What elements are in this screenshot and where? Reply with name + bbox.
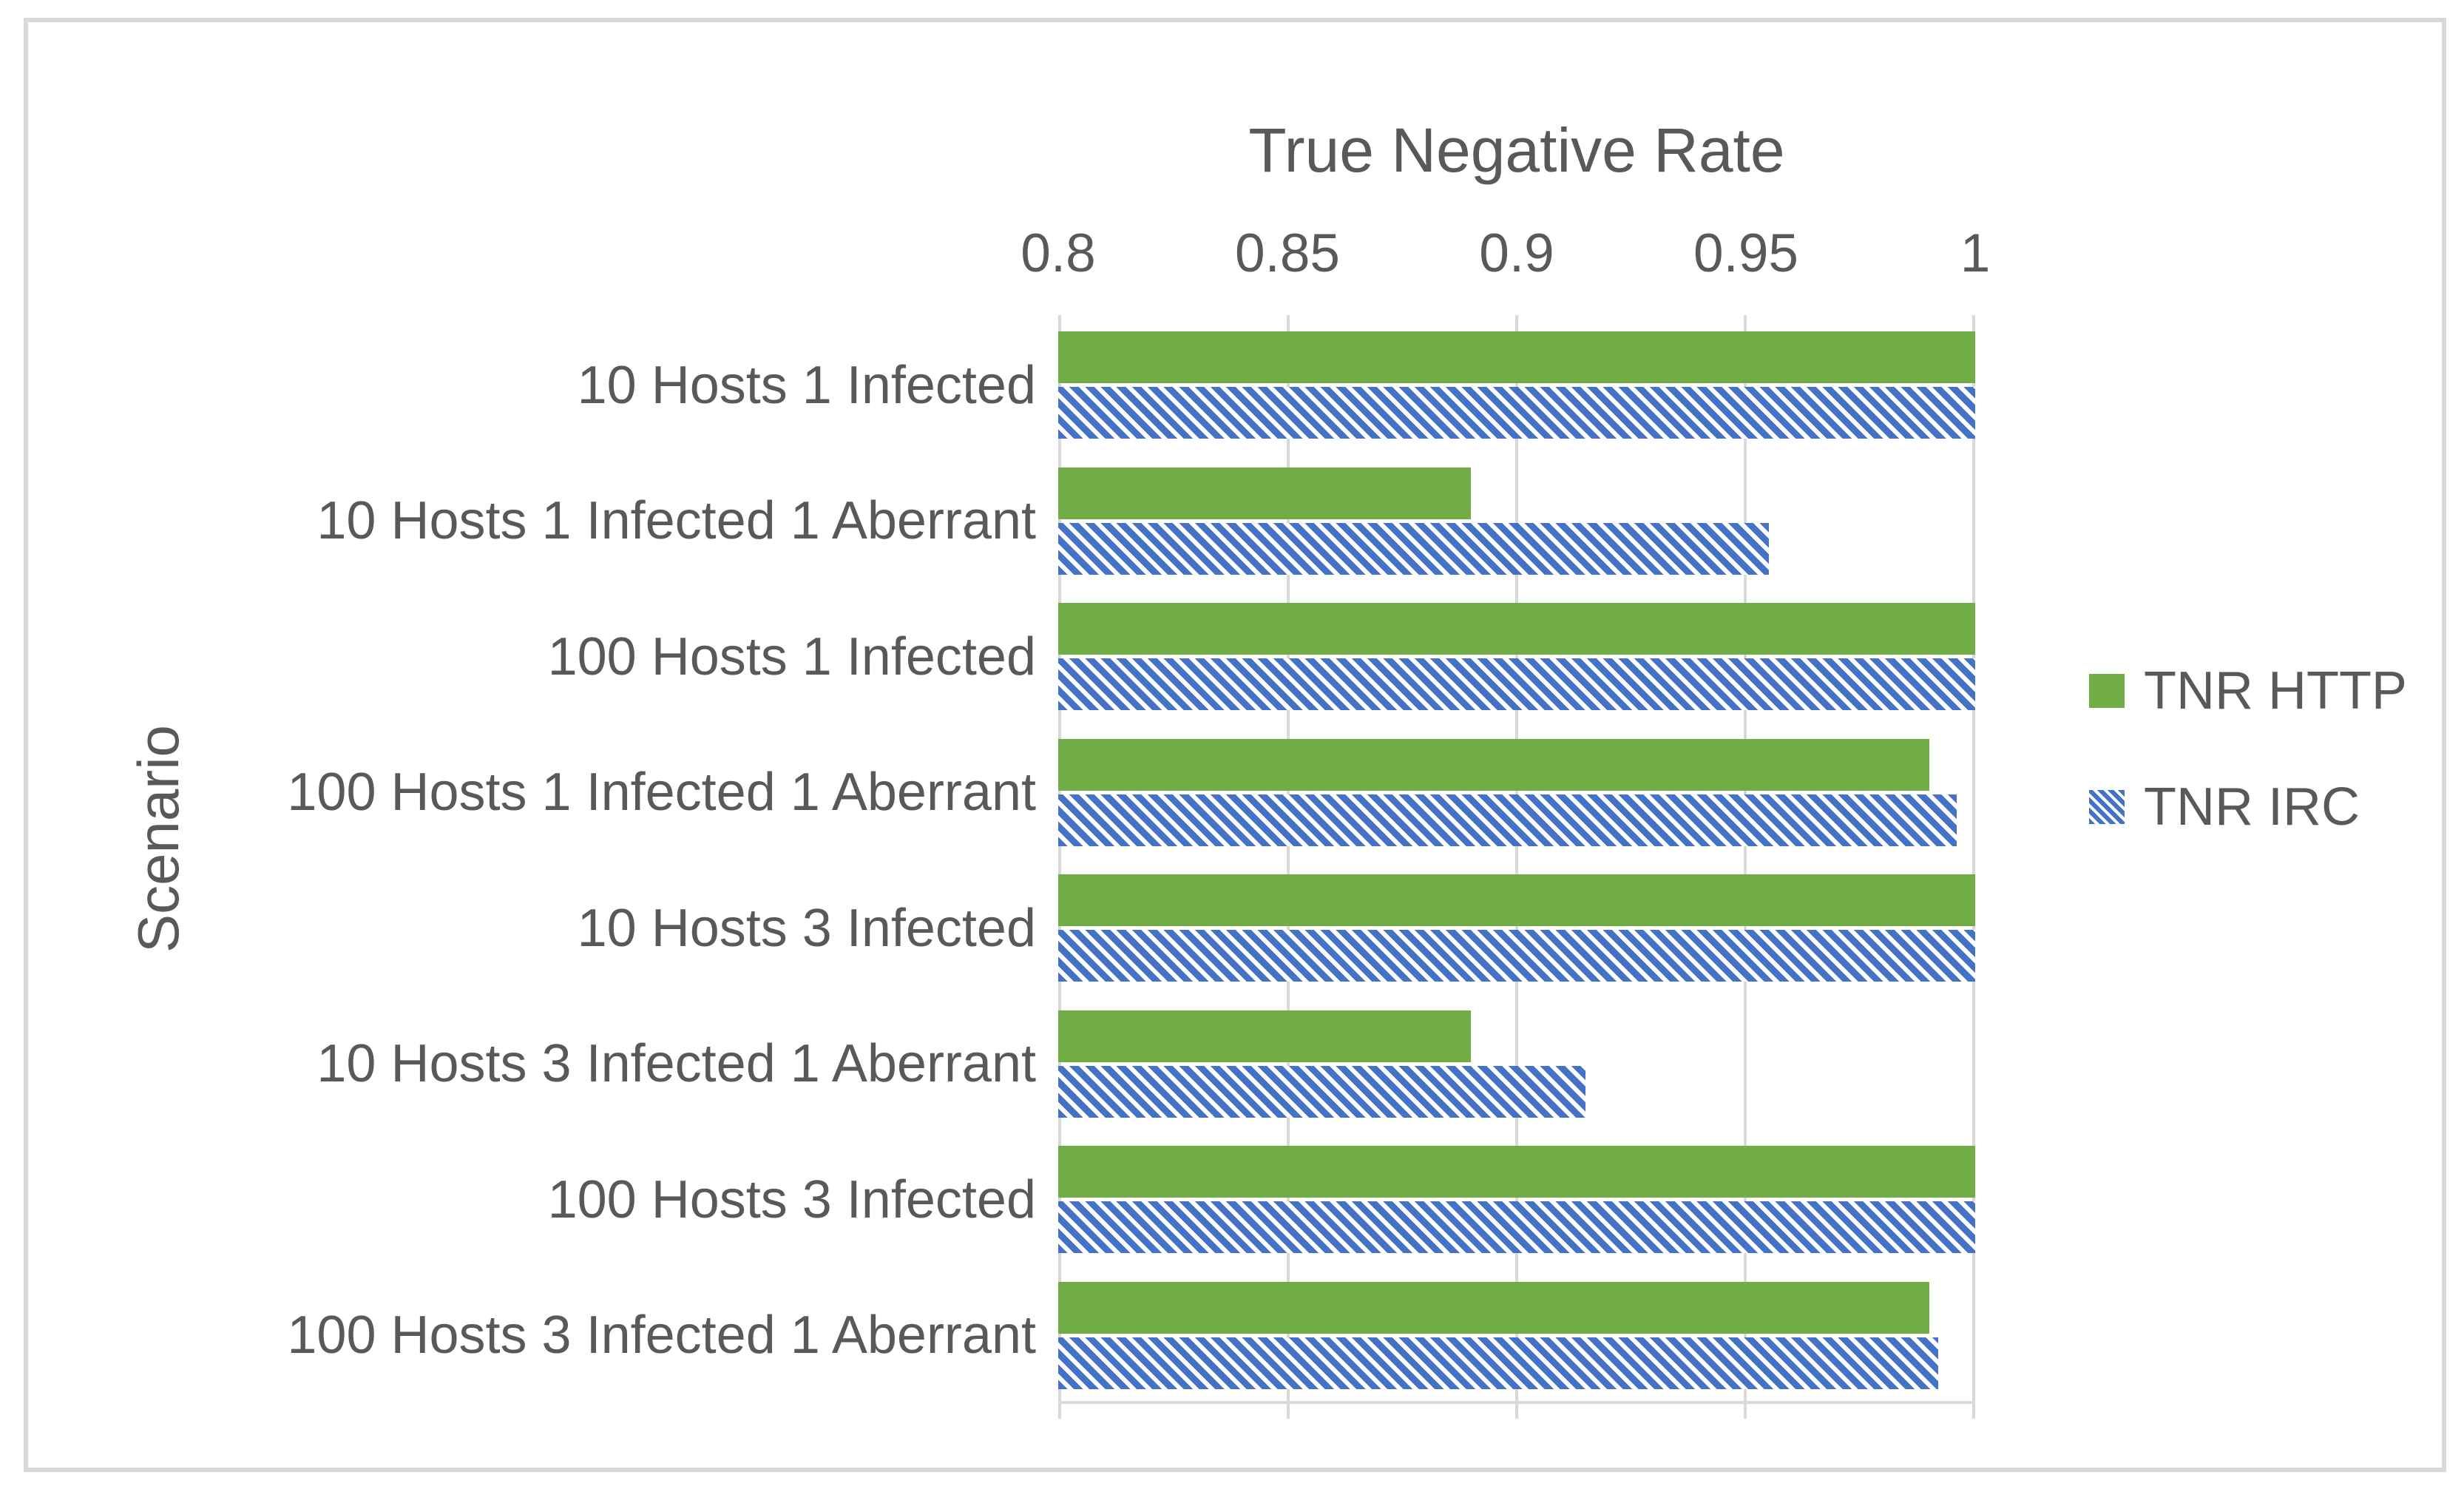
x-tick-label-1: 1 [1960,223,1991,283]
bar-tnr-http-2 [1058,603,1975,655]
legend-label: TNR HTTP [2144,661,2407,720]
bar-tnr-irc-7 [1058,1337,1938,1389]
legend-swatch-tnr-irc [2089,790,2125,824]
gridline-x-0.9 [1515,315,1518,1401]
bar-tnr-irc-0 [1058,387,1975,439]
category-label-7: 100 Hosts 3 Infected 1 Aberrant [287,1306,1036,1365]
category-label-1: 10 Hosts 1 Infected 1 Aberrant [317,491,1036,550]
bar-tnr-http-7 [1058,1282,1929,1334]
legend-swatch-tnr-http [2089,674,2125,708]
bar-tnr-irc-2 [1058,658,1975,710]
chart-title: True Negative Rate [1248,115,1785,185]
bar-tnr-irc-1 [1058,523,1769,575]
legend-label: TNR IRC [2144,777,2360,837]
legend-entry-tnr-http: TNR HTTP [2089,655,2407,726]
category-label-6: 100 Hosts 3 Infected [547,1170,1036,1229]
gridline-x-0.85 [1287,315,1290,1401]
gridline-x-1 [1972,315,1975,1401]
legend-entry-tnr-irc: TNR IRC [2089,772,2360,843]
tick-mark-x-0.8 [1058,1401,1061,1419]
bar-tnr-http-6 [1058,1146,1975,1198]
category-label-2: 100 Hosts 1 Infected [547,627,1036,686]
bar-tnr-http-0 [1058,331,1975,383]
tick-mark-x-1 [1972,1401,1975,1419]
plot-area [1058,315,1975,1419]
category-label-4: 10 Hosts 3 Infected [577,899,1036,958]
gridline-x-0.8 [1058,315,1061,1401]
x-tick-label-0.95: 0.95 [1693,223,1799,283]
bar-tnr-http-5 [1058,1010,1471,1062]
category-label-5: 10 Hosts 3 Infected 1 Aberrant [317,1034,1036,1093]
x-tick-label-0.8: 0.8 [1021,223,1096,283]
bar-tnr-irc-6 [1058,1201,1975,1253]
x-tick-label-0.85: 0.85 [1234,223,1341,283]
bar-tnr-http-3 [1058,739,1929,791]
tick-mark-x-0.85 [1287,1401,1290,1419]
bar-tnr-irc-5 [1058,1066,1585,1118]
chart-frame: True Negative Rate 0.8 0.85 0.9 0.95 1 10 Ho… [24,18,2446,1472]
tick-mark-x-0.95 [1744,1401,1747,1419]
bar-tnr-http-1 [1058,467,1471,519]
category-label-3: 100 Hosts 1 Infected 1 Aberrant [287,763,1036,822]
bar-tnr-irc-3 [1058,794,1957,846]
tick-mark-x-0.9 [1515,1401,1518,1419]
y-axis-title: Scenario [126,725,191,953]
bar-tnr-irc-4 [1058,930,1975,982]
category-label-0: 10 Hosts 1 Infected [577,356,1036,415]
gridline-x-0.95 [1744,315,1747,1401]
bar-tnr-http-4 [1058,874,1975,926]
x-tick-label-0.9: 0.9 [1479,223,1554,283]
